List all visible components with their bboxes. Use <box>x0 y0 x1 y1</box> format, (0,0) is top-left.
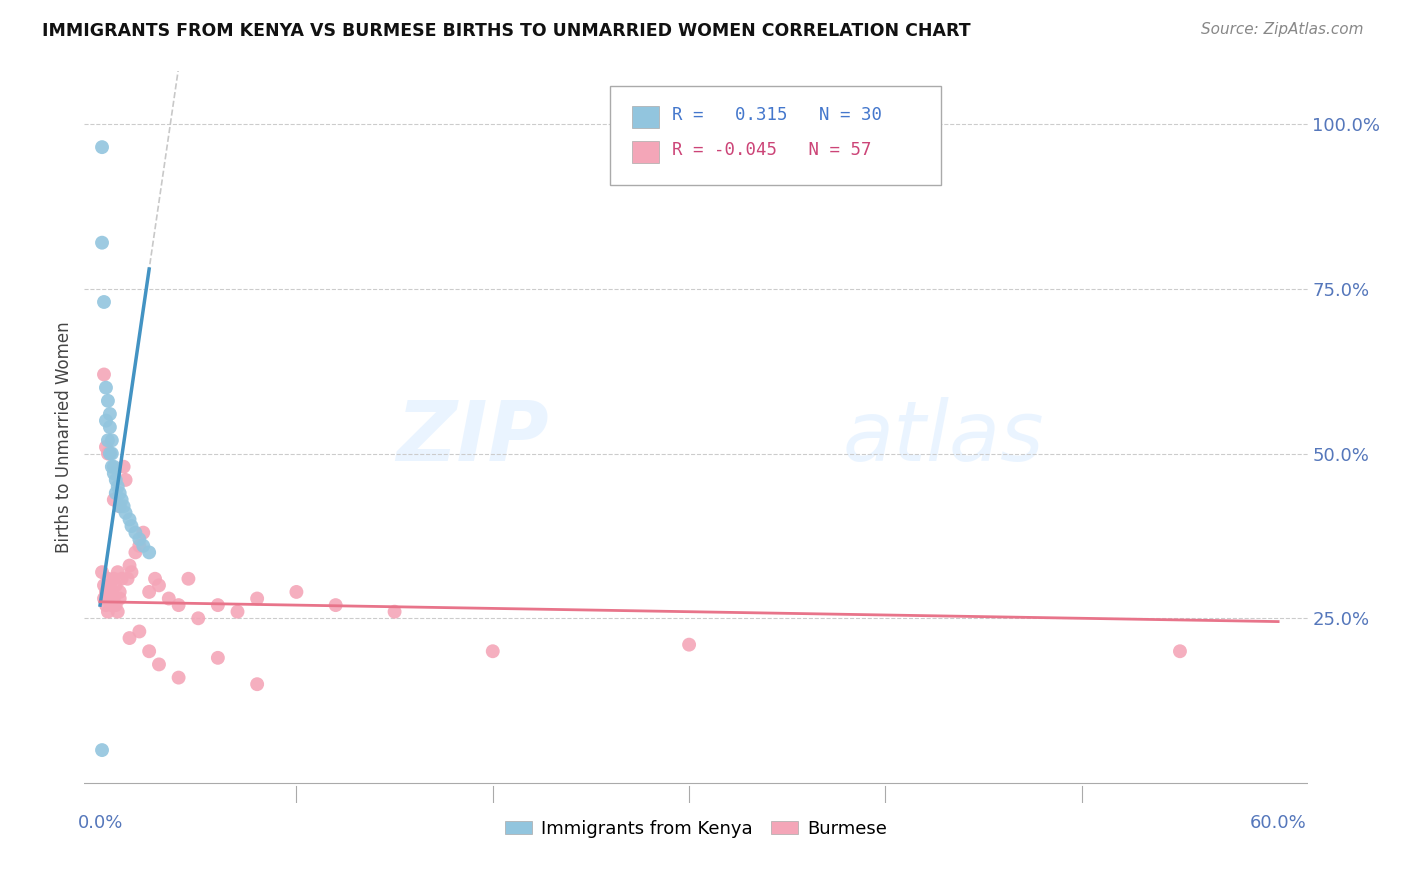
Point <box>143 572 166 586</box>
Point <box>114 473 136 487</box>
Point <box>94 440 117 454</box>
Point <box>111 492 134 507</box>
Point <box>124 545 146 559</box>
Point <box>93 368 115 382</box>
Text: R =   0.315   N = 30: R = 0.315 N = 30 <box>672 105 882 123</box>
Point <box>148 578 170 592</box>
Point <box>101 459 124 474</box>
Point <box>94 414 117 428</box>
Bar <box>633 141 659 163</box>
Point <box>226 605 249 619</box>
Point <box>97 605 120 619</box>
Bar <box>633 106 659 128</box>
Point <box>124 525 146 540</box>
Point <box>112 500 135 514</box>
Point <box>97 434 120 448</box>
Point <box>103 572 125 586</box>
Point <box>108 500 131 514</box>
Point <box>101 585 124 599</box>
Point <box>121 565 143 579</box>
Point <box>177 572 200 586</box>
FancyBboxPatch shape <box>610 86 941 185</box>
Point <box>97 393 120 408</box>
Point <box>132 539 155 553</box>
Point <box>104 486 127 500</box>
Point <box>118 512 141 526</box>
Point <box>91 235 114 250</box>
Point <box>107 605 129 619</box>
Point <box>108 486 131 500</box>
Point <box>167 671 190 685</box>
Point <box>107 479 129 493</box>
Point <box>128 539 150 553</box>
Point <box>117 572 139 586</box>
Point <box>187 611 209 625</box>
Point <box>107 565 129 579</box>
Point <box>207 598 229 612</box>
Text: Source: ZipAtlas.com: Source: ZipAtlas.com <box>1201 22 1364 37</box>
Text: R = -0.045   N = 57: R = -0.045 N = 57 <box>672 141 870 159</box>
Text: IMMIGRANTS FROM KENYA VS BURMESE BIRTHS TO UNMARRIED WOMEN CORRELATION CHART: IMMIGRANTS FROM KENYA VS BURMESE BIRTHS … <box>42 22 970 40</box>
Point <box>207 650 229 665</box>
Point <box>128 533 150 547</box>
Point <box>167 598 190 612</box>
Point <box>98 578 121 592</box>
Point <box>157 591 180 606</box>
Text: ZIP: ZIP <box>396 397 550 477</box>
Point <box>118 558 141 573</box>
Point <box>93 578 115 592</box>
Point <box>97 572 120 586</box>
Point <box>103 492 125 507</box>
Point <box>101 598 124 612</box>
Point <box>97 446 120 460</box>
Text: atlas: atlas <box>842 397 1045 477</box>
Point <box>94 585 117 599</box>
Point <box>91 743 114 757</box>
Point <box>101 446 124 460</box>
Point <box>104 578 127 592</box>
Point <box>108 500 131 514</box>
Point <box>112 459 135 474</box>
Point <box>132 525 155 540</box>
Point <box>108 585 131 599</box>
Y-axis label: Births to Unmarried Women: Births to Unmarried Women <box>55 321 73 553</box>
Point <box>103 591 125 606</box>
Point <box>1168 644 1191 658</box>
Point <box>98 591 121 606</box>
Point <box>148 657 170 672</box>
Point <box>93 295 115 310</box>
Point <box>98 420 121 434</box>
Point <box>103 467 125 481</box>
Point <box>128 624 150 639</box>
Point <box>325 598 347 612</box>
Point <box>384 605 406 619</box>
Point <box>94 381 117 395</box>
Point <box>108 591 131 606</box>
Point <box>91 565 114 579</box>
Point <box>91 140 114 154</box>
Point <box>98 446 121 460</box>
Point <box>93 591 115 606</box>
Point <box>98 407 121 421</box>
Point <box>138 585 160 599</box>
Point <box>114 506 136 520</box>
Point <box>138 644 160 658</box>
Point <box>246 677 269 691</box>
Point <box>98 446 121 460</box>
Point <box>101 434 124 448</box>
Point <box>246 591 269 606</box>
Point <box>104 473 127 487</box>
Point <box>678 638 700 652</box>
Legend: Immigrants from Kenya, Burmese: Immigrants from Kenya, Burmese <box>498 813 894 845</box>
Point <box>118 631 141 645</box>
Point <box>111 572 134 586</box>
Point <box>285 585 308 599</box>
Point <box>481 644 503 658</box>
Point <box>121 519 143 533</box>
Point <box>104 598 127 612</box>
Point <box>138 545 160 559</box>
Point <box>94 598 117 612</box>
Point <box>103 459 125 474</box>
